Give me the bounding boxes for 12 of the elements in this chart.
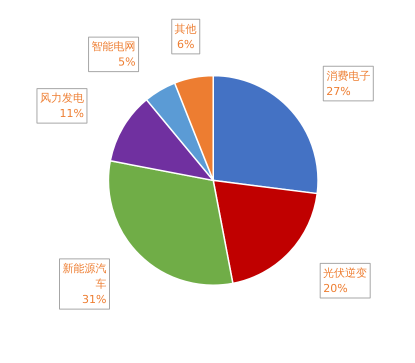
data-label: 5%: [118, 56, 136, 69]
slice-label: 新能源汽车: [62, 262, 106, 290]
data-label: 31%: [82, 293, 106, 306]
data-label: 20%: [323, 282, 348, 295]
data-label: 11%: [60, 107, 84, 120]
slice-label: 智能电网: [92, 40, 136, 54]
slice-label: 其他: [174, 22, 197, 36]
slice-label: 消费电子: [326, 69, 370, 82]
data-label: 27%: [326, 84, 351, 98]
slice-label: 风力发电: [40, 92, 84, 105]
data-label: 6%: [177, 38, 194, 51]
slice-label: 光伏逆变: [323, 266, 368, 280]
